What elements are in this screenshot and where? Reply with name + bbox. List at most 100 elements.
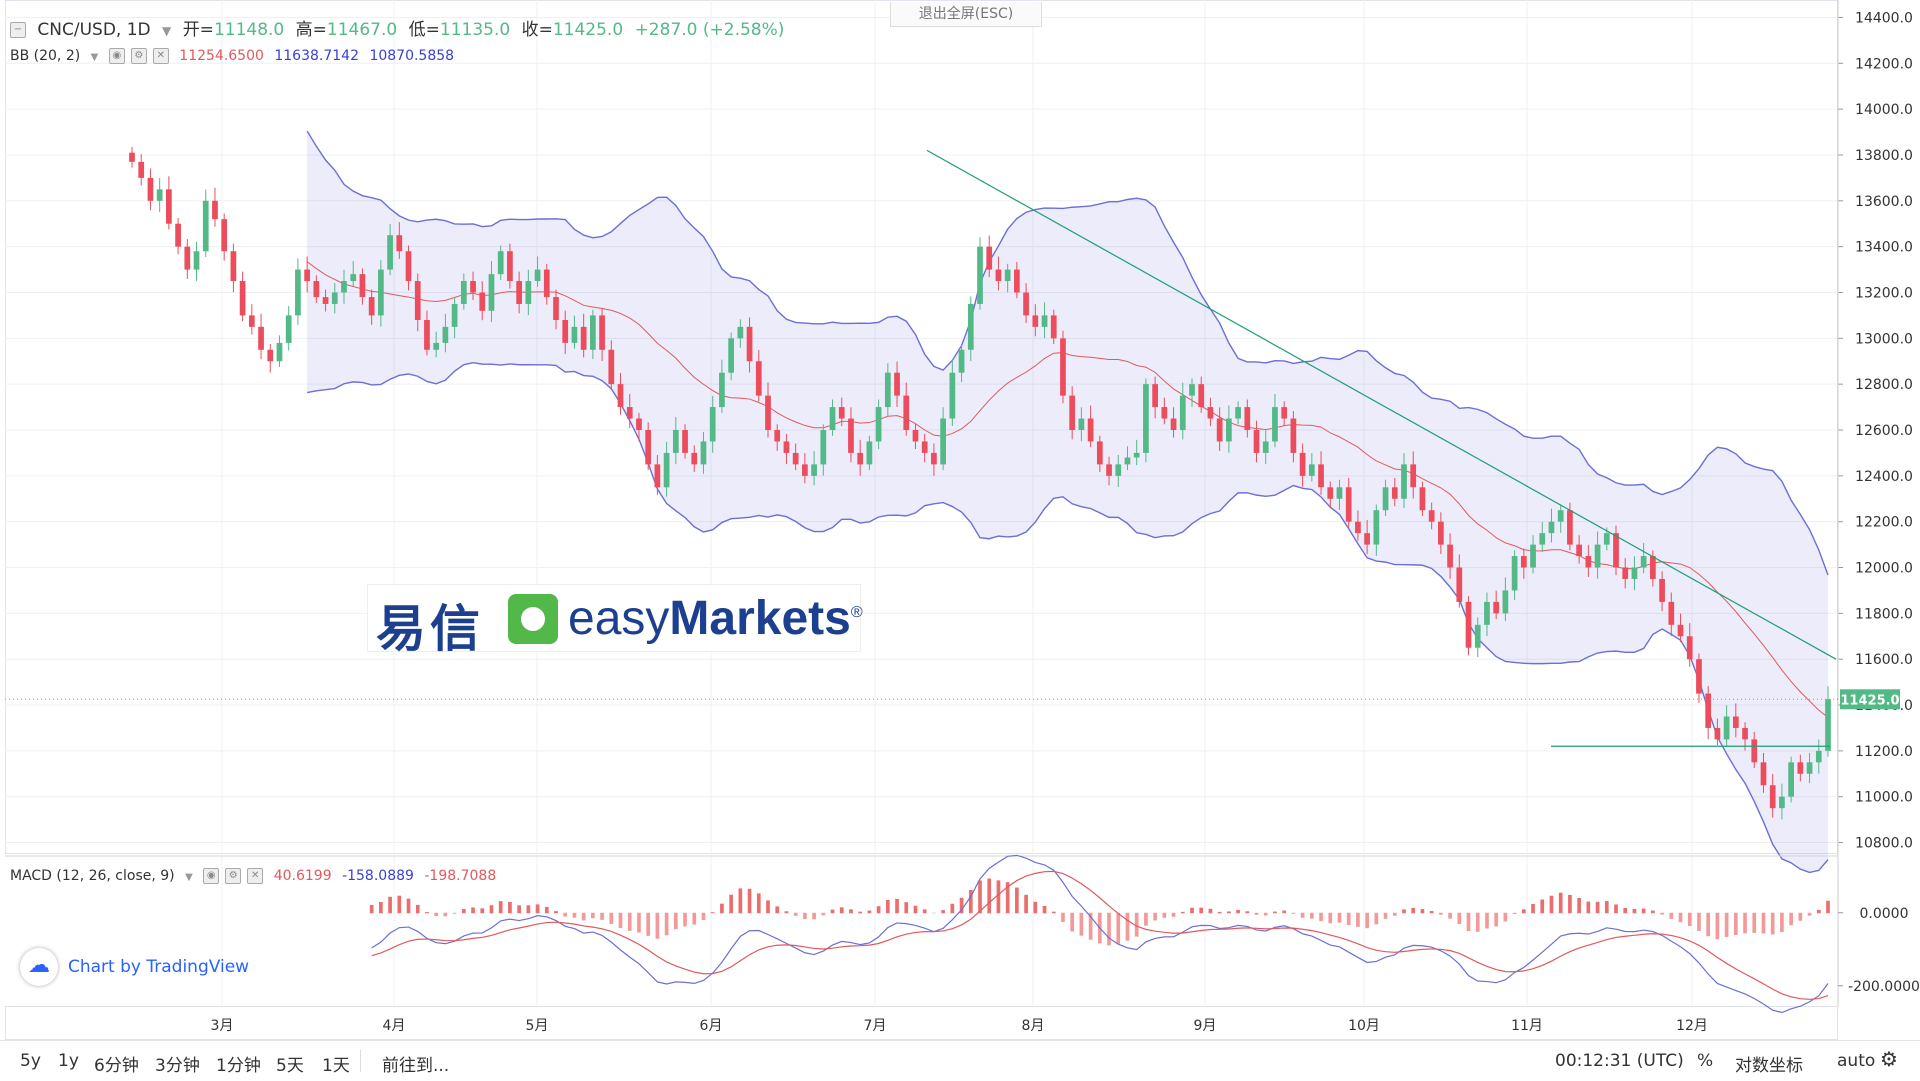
candle-body[interactable] [534,269,541,282]
candle-body[interactable] [1235,407,1241,419]
candle-body[interactable] [1336,487,1343,499]
candle-body[interactable] [894,372,900,396]
close-icon[interactable]: ✕ [152,48,169,64]
candle-body[interactable] [1419,487,1426,511]
gear-icon[interactable]: ⚙ [225,868,242,884]
candle-body[interactable] [1732,716,1739,728]
candle-body[interactable] [1207,407,1214,419]
candle-body[interactable] [543,269,550,298]
candle-body[interactable] [313,281,320,298]
candle-body[interactable] [958,349,965,373]
candle-body[interactable] [1382,487,1389,511]
candle-body[interactable] [497,251,504,275]
candle-body[interactable] [1659,578,1665,602]
candle-body[interactable] [1014,269,1020,293]
candle-body[interactable] [1465,601,1472,648]
eye-icon[interactable]: ◉ [203,868,220,884]
candle-body[interactable] [903,395,910,430]
candle-body[interactable] [1050,315,1057,339]
candle-body[interactable] [1272,407,1278,442]
candle-body[interactable] [276,342,283,362]
candle-body[interactable] [378,269,384,316]
candle-body[interactable] [1152,384,1158,408]
candle-body[interactable] [765,395,771,430]
candle-body[interactable] [1364,533,1370,545]
candle-body[interactable] [645,430,652,465]
candle-body[interactable] [442,326,449,343]
candle-body[interactable] [424,319,430,350]
candle-body[interactable] [626,407,633,419]
candle-body[interactable] [1106,464,1112,476]
candle-body[interactable] [1456,567,1463,602]
candle-body[interactable] [792,452,799,465]
utc-clock[interactable]: 00:12:31 (UTC) [1555,1051,1684,1071]
collapse-icon[interactable]: − [10,22,26,38]
candle-body[interactable] [1216,418,1223,442]
candle-body[interactable] [608,349,615,385]
candle-body[interactable] [1668,601,1675,625]
candle-body[interactable] [783,441,790,453]
candle-body[interactable] [1087,418,1094,442]
candle-body[interactable] [1327,487,1334,499]
candle-body[interactable] [682,430,688,453]
candle-body[interactable] [1815,750,1822,763]
percent-toggle[interactable]: % [1697,1051,1714,1071]
candle-body[interactable] [590,315,596,350]
range-6min[interactable]: 6分钟 [94,1056,139,1076]
candle-body[interactable] [304,269,310,282]
candle-body[interactable] [820,430,827,465]
candle-body[interactable] [1115,464,1122,476]
range-5d[interactable]: 5天 [276,1056,304,1076]
bb-label[interactable]: BB (20, 2) [10,48,81,64]
candle-body[interactable] [129,152,135,162]
candle-body[interactable] [322,297,329,304]
candle-body[interactable] [488,274,495,311]
candle-body[interactable] [295,269,301,316]
candle-body[interactable] [1262,441,1269,453]
candle-body[interactable] [1004,269,1011,282]
candle-body[interactable] [221,219,228,252]
candle-body[interactable] [1511,556,1518,591]
candle-body[interactable] [212,200,218,220]
candle-body[interactable] [166,189,172,224]
candle-body[interactable] [1742,727,1748,740]
candle-body[interactable] [967,303,974,350]
candle-body[interactable] [1567,510,1573,545]
candle-body[interactable] [414,281,421,320]
log-scale-toggle[interactable]: 对数坐标 [1735,1056,1803,1076]
candle-body[interactable] [451,303,458,327]
candle-body[interactable] [1806,762,1813,774]
candle-body[interactable] [866,441,873,465]
candle-body[interactable] [359,274,366,298]
candle-body[interactable] [1179,395,1186,430]
candle-body[interactable] [838,407,845,419]
candle-body[interactable] [553,297,559,320]
goto-button[interactable]: 前往到... [382,1056,450,1076]
candle-body[interactable] [848,418,854,453]
chevron-down-icon[interactable]: ▼ [162,24,172,38]
candle-body[interactable] [1244,407,1251,430]
candle-body[interactable] [1290,418,1297,453]
candle-body[interactable] [1576,544,1582,557]
candle-body[interactable] [1631,567,1638,579]
candle-body[interactable] [525,281,532,304]
candle-body[interactable] [977,246,983,304]
tradingview-text[interactable]: Chart by TradingView [68,957,250,977]
candle-body[interactable] [1484,601,1490,625]
candle-body[interactable] [1548,521,1555,534]
candle-body[interactable] [1594,544,1601,568]
candle-body[interactable] [175,223,181,247]
candle-body[interactable] [829,407,836,430]
candle-body[interactable] [1751,739,1758,763]
candle-body[interactable] [1060,338,1066,396]
candle-body[interactable] [1345,487,1352,522]
candle-body[interactable] [1788,762,1794,797]
candle-body[interactable] [433,342,440,350]
candle-body[interactable] [737,326,744,339]
candle-body[interactable] [350,274,357,282]
candle-body[interactable] [1355,521,1361,534]
candle-body[interactable] [1474,624,1481,648]
candle-body[interactable] [617,384,624,408]
candle-body[interactable] [857,452,864,465]
